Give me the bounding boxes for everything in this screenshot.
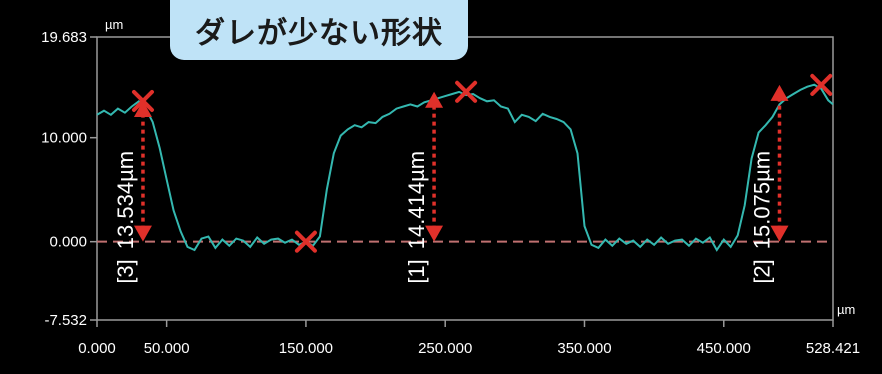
- arrowhead-down: [770, 225, 789, 242]
- x-tick-label: 250.000: [418, 340, 472, 357]
- annotation-value: 15.075µm: [749, 151, 774, 249]
- cursor-marker-x: [455, 80, 478, 103]
- x-unit-label: µm: [837, 302, 855, 317]
- arrowhead-up: [770, 84, 789, 101]
- x-tick-label: 528.421: [806, 340, 860, 357]
- title-banner: ダレが少ない形状: [170, 0, 468, 60]
- annotation-index: [1]: [404, 259, 429, 283]
- chart-title: ダレが少ない形状: [195, 16, 443, 51]
- cursor-marker-x: [131, 89, 154, 112]
- arrowhead-down: [425, 225, 444, 242]
- profile-series-line: [96, 83, 834, 252]
- plot-frame: [96, 36, 834, 321]
- y-tick-label: 10.000: [41, 130, 87, 147]
- y-axis: 19.683 10.000 0.000 -7.532: [41, 29, 97, 329]
- cursor-marker-x: [294, 230, 317, 253]
- y-tick-label: 0.000: [49, 234, 87, 251]
- y-tick-label: -7.532: [44, 312, 87, 329]
- x-tick-label: 50.000: [144, 340, 190, 357]
- x-tick-label: 150.000: [279, 340, 333, 357]
- arrowhead-up: [133, 100, 152, 117]
- x-axis: 0.000 50.000 150.000 250.000 350.000 450.000 5…: [78, 320, 860, 357]
- annotation-index: [3]: [113, 259, 138, 283]
- arrowhead-down: [133, 225, 152, 242]
- height-annotation-label: [1] 14.414µm: [404, 151, 429, 284]
- x-tick-label: 0.000: [78, 340, 116, 357]
- cursor-markers: [131, 73, 833, 253]
- y-tick-label: 19.683: [41, 29, 87, 46]
- x-tick-label: 450.000: [697, 340, 751, 357]
- annotation-value: 14.414µm: [404, 151, 429, 249]
- annotation-value: 13.534µm: [113, 151, 138, 249]
- cursor-marker-x: [810, 73, 833, 96]
- height-annotations: [3] 13.534µm [1] 14.414µm [2] 15.075µm: [113, 84, 789, 284]
- height-annotation-label: [2] 15.075µm: [749, 151, 774, 284]
- x-tick-label: 350.000: [557, 340, 611, 357]
- y-unit-label: µm: [105, 17, 123, 32]
- annotation-index: [2]: [749, 259, 774, 283]
- arrowhead-up: [425, 91, 444, 108]
- height-annotation-label: [3] 13.534µm: [113, 151, 138, 284]
